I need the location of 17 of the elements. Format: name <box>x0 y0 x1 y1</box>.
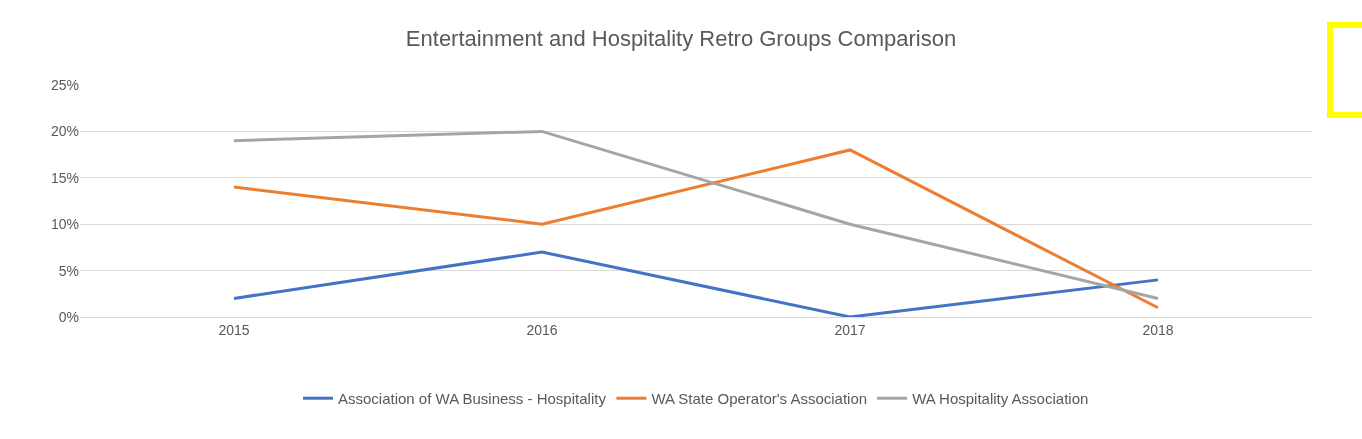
line-series <box>232 148 1160 310</box>
legend-label: WA Hospitality Association <box>912 390 1089 408</box>
legend-label: Association of WA Business - Hospitality <box>338 390 607 408</box>
line-series <box>232 250 1160 317</box>
x-tick-label: 2017 <box>834 321 866 338</box>
y-tick-label: 10% <box>50 216 79 233</box>
x-tick-label: 2016 <box>526 321 558 338</box>
y-tick-label: 25% <box>50 76 79 93</box>
x-tick-label: 2018 <box>1142 321 1174 338</box>
chart-title: Entertainment and Hospitality Retro Groups Comparison <box>405 26 957 52</box>
y-tick-label: 0% <box>58 308 79 325</box>
y-tick-label: 15% <box>50 169 79 186</box>
y-tick-label: 5% <box>58 262 79 279</box>
line-series <box>232 129 1160 300</box>
y-tick-label: 20% <box>50 123 79 140</box>
x-tick-label: 2015 <box>218 321 250 338</box>
legend-label: WA State Operator's Association <box>651 390 868 408</box>
